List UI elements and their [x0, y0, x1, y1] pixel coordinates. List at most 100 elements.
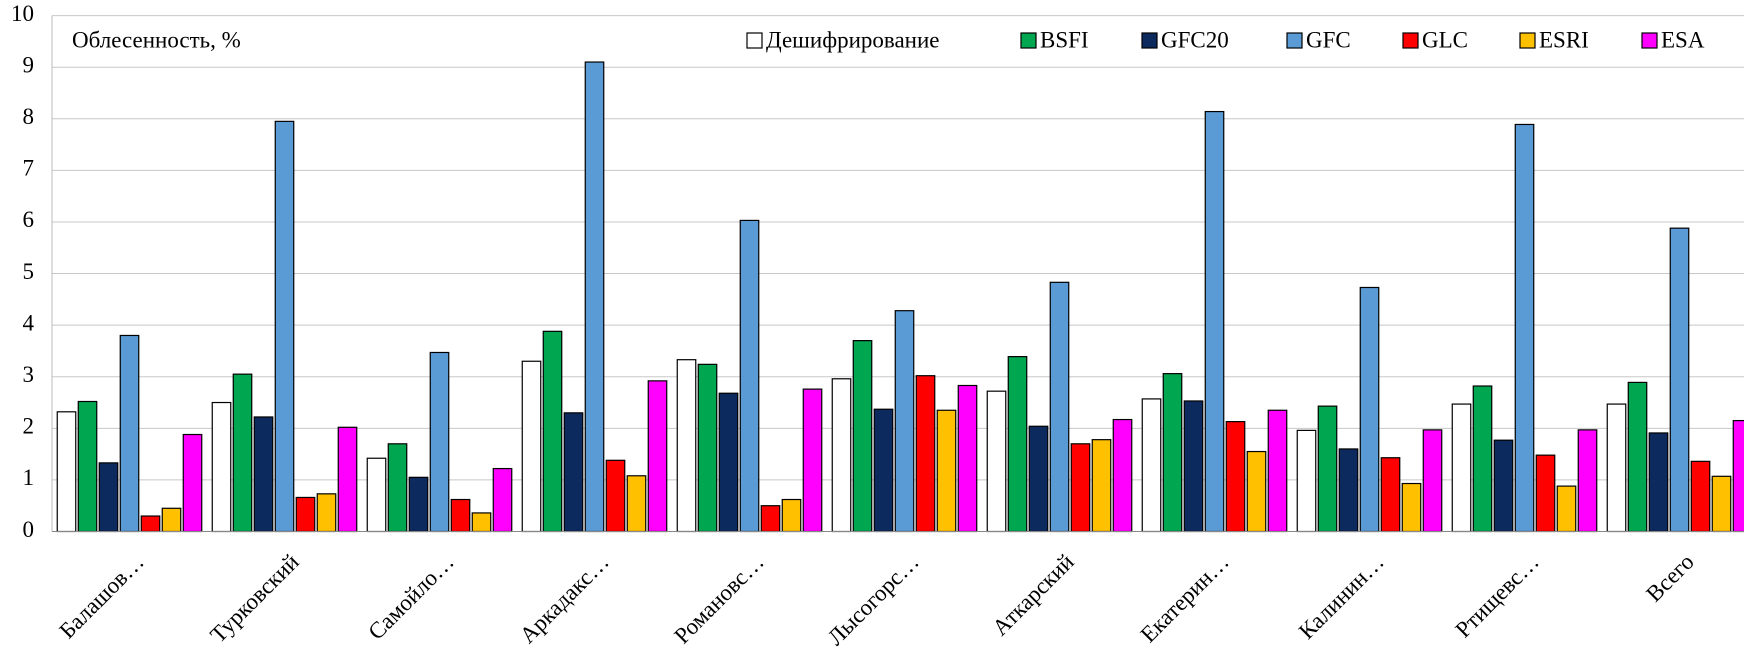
bar [182, 433, 203, 533]
bar [1422, 429, 1443, 533]
x-tick-label: Аркадакс… [515, 549, 614, 648]
bar [471, 512, 492, 533]
bar [1669, 227, 1690, 533]
y-tick-label: 8 [23, 104, 35, 129]
y-tick-label: 5 [23, 259, 35, 284]
bar [739, 219, 760, 533]
bar [1732, 419, 1744, 533]
bar [1267, 409, 1288, 533]
bar [1338, 448, 1359, 533]
bar [232, 373, 253, 533]
x-tick-label: Лысогорс… [823, 549, 924, 650]
bar [1028, 425, 1049, 533]
bar [1711, 475, 1732, 533]
bar [1091, 439, 1112, 533]
bar [492, 467, 513, 533]
bar [1296, 429, 1317, 533]
bar [718, 392, 739, 533]
y-tick-label: 9 [23, 52, 35, 77]
x-tick-label: Аткарский [988, 549, 1079, 640]
bar [56, 411, 77, 533]
bar [337, 426, 358, 533]
bar [140, 515, 161, 533]
bar [1317, 405, 1338, 533]
bar [1049, 281, 1070, 533]
bar [915, 375, 936, 533]
legend-label: GLC [1422, 27, 1468, 52]
bar [521, 360, 542, 533]
bar [760, 505, 781, 533]
bar [1648, 432, 1669, 533]
bar [274, 120, 295, 533]
bar [626, 475, 647, 533]
bar [1112, 418, 1133, 533]
bar [697, 363, 718, 533]
bar [1401, 482, 1422, 533]
bar [119, 334, 140, 533]
bar [1493, 439, 1514, 533]
y-tick-label: 10 [11, 1, 34, 26]
bar [936, 409, 957, 533]
legend-label: GFC [1306, 27, 1351, 52]
bar [429, 351, 450, 533]
bar [1225, 421, 1246, 533]
bar [802, 388, 823, 533]
legend-label: ESA [1661, 27, 1705, 52]
bar [316, 493, 337, 533]
bar [1514, 123, 1535, 533]
bar [1556, 485, 1577, 533]
bar [605, 459, 626, 533]
bar [1359, 286, 1380, 533]
bar [1535, 454, 1556, 533]
y-tick-label: 7 [23, 156, 35, 181]
bar [1451, 403, 1472, 533]
legend-label: ESRI [1539, 27, 1589, 52]
legend-swatch [1286, 32, 1303, 49]
bar [986, 390, 1007, 533]
bar [957, 384, 978, 533]
legend-swatch [1519, 32, 1536, 49]
legend-swatch [1402, 32, 1419, 49]
bar [781, 498, 802, 533]
x-tick-label: Романовс… [669, 549, 768, 648]
bar [1380, 457, 1401, 533]
bar [584, 61, 605, 533]
bar [676, 359, 697, 533]
bar [563, 412, 584, 533]
bar [1183, 400, 1204, 533]
bar [873, 408, 894, 533]
x-tick-label: Ртищевс… [1450, 549, 1543, 642]
bar [647, 380, 668, 533]
y-axis-label: Облесенность, % [72, 27, 241, 52]
bar [1606, 403, 1627, 533]
bar [211, 401, 232, 533]
bar [1246, 450, 1267, 533]
x-tick-label: Калинин… [1294, 549, 1389, 644]
bar [387, 443, 408, 533]
bar [1007, 356, 1028, 533]
y-tick-label: 2 [23, 414, 35, 439]
bar [408, 476, 429, 533]
y-tick-label: 6 [23, 207, 35, 232]
bar [1690, 460, 1711, 533]
legend-swatch [1020, 32, 1037, 49]
y-tick-label: 4 [23, 310, 35, 335]
bar [1162, 373, 1183, 533]
bar [295, 496, 316, 533]
bar [450, 498, 471, 533]
x-tick-label: Всего [1641, 549, 1699, 607]
bar [1472, 385, 1493, 533]
bar [1577, 429, 1598, 533]
legend-swatch [746, 32, 763, 49]
y-tick-label: 3 [23, 362, 35, 387]
bar [852, 340, 873, 533]
legend-swatch [1141, 32, 1158, 49]
bar [98, 462, 119, 533]
bar [161, 507, 182, 533]
legend-label: GFC20 [1161, 27, 1229, 52]
x-tick-label: Балашов… [54, 549, 148, 643]
bar [1627, 381, 1648, 533]
y-tick-label: 1 [23, 465, 35, 490]
legend-label: BSFI [1040, 27, 1089, 52]
bar [894, 310, 915, 533]
